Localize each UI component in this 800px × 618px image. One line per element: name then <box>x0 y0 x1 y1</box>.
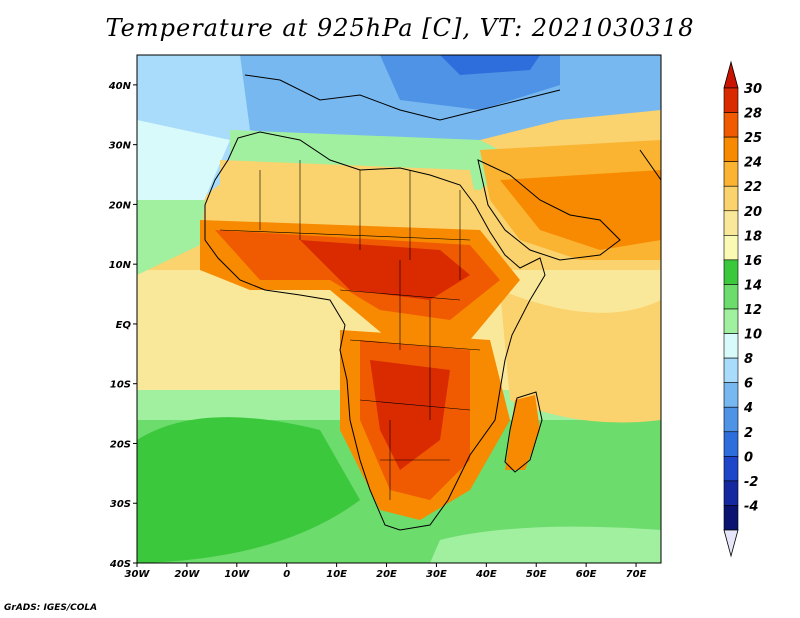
field-south-indian-cooler <box>430 526 661 563</box>
colorbar-level-label: 30 <box>744 82 762 97</box>
colorbar-swatch <box>723 112 739 138</box>
colorbar-swatch <box>723 308 739 334</box>
colorbar-swatch <box>723 333 739 359</box>
colorbar-level-label: 8 <box>744 352 753 367</box>
colorbar-swatch <box>723 431 739 457</box>
lon-tick-label: 0 <box>283 569 290 580</box>
field-south-atlantic-cool <box>137 417 360 563</box>
temperature-field <box>137 55 661 563</box>
colorbar-level-label: 2 <box>744 426 753 441</box>
lon-tick-label: 50E <box>526 569 547 580</box>
grads-credit: GrADS: IGES/COLA <box>4 603 98 613</box>
colorbar-swatch <box>723 456 739 482</box>
colorbar-level-label: 18 <box>744 229 762 244</box>
colorbar-level-label: 12 <box>744 303 762 318</box>
field-indian-warm <box>500 290 661 423</box>
lon-tick-label: 40E <box>475 569 497 580</box>
lon-tick-label: 10W <box>224 569 250 580</box>
colorbar-top-arrow <box>723 60 739 89</box>
colorbar-swatch <box>723 161 739 187</box>
colorbar-level-label: 20 <box>744 205 762 220</box>
colorbar-swatch <box>723 185 739 212</box>
latitude-axis: 40N 30N 20N 10N EQ 10S 20S 30S 40S <box>108 81 137 570</box>
lon-tick-label: 20W <box>174 569 200 580</box>
colorbar-level-label: 28 <box>744 107 762 122</box>
lon-tick-label: 30W <box>125 569 151 580</box>
lon-tick-label: 10E <box>326 569 347 580</box>
lat-tick-label: 30S <box>110 499 131 510</box>
lat-tick-label: 10S <box>110 380 131 391</box>
colorbar-swatch <box>723 87 739 113</box>
colorbar-bottom-arrow <box>723 529 739 558</box>
colorbar-level-label: 24 <box>744 156 762 171</box>
field-atlantic-green <box>137 200 205 275</box>
lat-tick-label: 10N <box>109 260 132 271</box>
colorbar-swatch <box>723 480 739 506</box>
med-coast-north <box>244 74 561 121</box>
longitude-axis: 30W 20W 10W 0 10E 20E 30E 40E 50E 60E 70E <box>125 563 647 580</box>
field-arabia-hot <box>500 170 661 250</box>
field-europe-coldest <box>440 55 540 75</box>
colorbar-level-label: -2 <box>744 475 758 490</box>
lat-tick-label: 20N <box>109 200 132 211</box>
lon-tick-label: 70E <box>626 569 647 580</box>
colorbar-swatch <box>723 284 739 310</box>
lon-tick-label: 30E <box>426 569 447 580</box>
colorbar-swatch <box>723 235 739 261</box>
coastlines <box>204 74 661 531</box>
colorbar-level-label: 14 <box>744 278 762 293</box>
colorbar-swatch <box>723 136 739 162</box>
lat-tick-label: 30N <box>109 141 132 152</box>
lat-tick-label: 40N <box>108 81 132 92</box>
colorbar-level-label: 4 <box>743 401 753 416</box>
field-core-hottest <box>300 240 470 300</box>
colorbar-level-label: 22 <box>744 180 762 195</box>
madagascar-coastline <box>504 391 543 473</box>
africa-coastline <box>204 131 546 531</box>
colorbar-level-label: 16 <box>744 254 762 269</box>
lon-tick-label: 60E <box>576 569 597 580</box>
colorbar-level-label: 10 <box>744 328 762 343</box>
colorbar-swatch <box>723 382 739 408</box>
colorbar-swatch <box>723 357 739 383</box>
map-title: Temperature at 925hPa [C], VT: 202103031… <box>105 14 695 42</box>
colorbar-level-label: 6 <box>744 377 753 392</box>
colorbar-swatch <box>723 210 739 236</box>
lat-tick-label: 20S <box>110 439 131 450</box>
lon-tick-label: 20E <box>376 569 397 580</box>
colorbar-swatch <box>723 406 739 433</box>
lat-tick-label: EQ <box>116 320 132 331</box>
colorbar-swatch <box>723 505 739 531</box>
colorbar-swatch <box>723 259 739 285</box>
plot-frame <box>136 54 662 564</box>
colorbar-level-label: 25 <box>744 131 762 146</box>
lat-tick-label: 40S <box>109 559 131 570</box>
arabia-coastline <box>477 159 621 261</box>
colorbar-level-label: -4 <box>744 499 758 514</box>
country-borders <box>219 160 481 500</box>
colorbar-level-label: 0 <box>744 450 753 465</box>
field-sahara-warm <box>220 160 480 240</box>
india-coast <box>639 149 661 181</box>
